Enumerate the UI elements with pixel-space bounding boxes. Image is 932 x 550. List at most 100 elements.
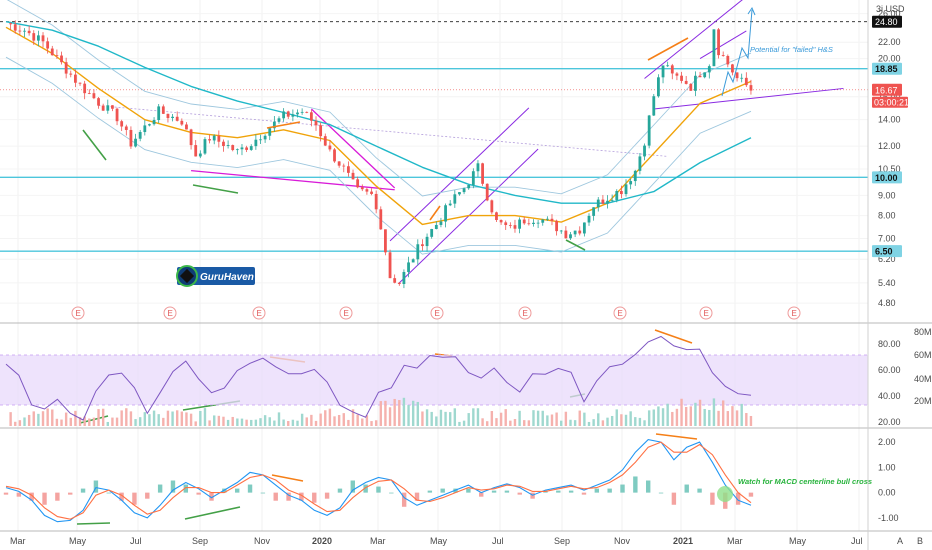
macd-hist-bar-38 xyxy=(491,490,497,493)
macd-hist-bar-45 xyxy=(581,492,587,495)
footer-label-b[interactable]: B xyxy=(917,536,923,546)
candle-88 xyxy=(411,259,415,263)
time-remaining-bg xyxy=(872,96,908,108)
candle-133 xyxy=(619,191,623,195)
macd-hist-bar-12 xyxy=(157,484,163,493)
earnings-label-8: E xyxy=(792,309,797,318)
candle-142 xyxy=(661,65,665,78)
candle-37 xyxy=(175,116,179,121)
macd-hist-bar-3 xyxy=(42,492,47,505)
volume-bar-35 xyxy=(166,410,170,426)
candle-127 xyxy=(592,207,596,216)
price-tick-8: 8.00 xyxy=(878,211,896,221)
volume-bar-115 xyxy=(536,410,540,426)
candle-39 xyxy=(185,124,188,130)
candle-22 xyxy=(106,105,110,111)
macd-hist-bar-55 xyxy=(710,492,715,505)
macd-lines xyxy=(5,439,752,523)
candle-41 xyxy=(194,145,198,157)
candle-149 xyxy=(694,75,697,91)
x-tick-11: 2021 xyxy=(673,536,693,546)
volume-bar-68 xyxy=(319,413,322,426)
candle-130 xyxy=(606,200,609,204)
macd-hist-bar-6 xyxy=(80,488,86,493)
rsi-tick-0: 80.00 xyxy=(878,339,901,349)
macd-hist-bar-2 xyxy=(29,492,34,501)
candle-59 xyxy=(277,118,281,122)
earnings-marker-0 xyxy=(71,306,85,320)
price-tag-4: 6.50 xyxy=(875,247,893,257)
candle-32 xyxy=(152,120,156,125)
volume-bar-74 xyxy=(347,419,350,426)
x-tick-1: May xyxy=(69,536,87,546)
earnings-label-0: E xyxy=(76,309,81,318)
volume-bar-9 xyxy=(46,408,49,426)
macd-tick-2: 0.00 xyxy=(878,488,896,498)
macd-hist-bar-24 xyxy=(312,492,317,503)
div-bear-1 xyxy=(266,121,301,129)
volume-bar-64 xyxy=(300,413,304,426)
candle-17 xyxy=(83,83,87,94)
footer-label-a[interactable]: A xyxy=(897,536,903,546)
price-tag-bg-4 xyxy=(872,245,902,258)
volume-bar-36 xyxy=(171,411,174,426)
time-remaining: 03:00:21 xyxy=(874,97,909,107)
candle-56 xyxy=(263,135,267,140)
volume-bar-31 xyxy=(148,414,151,426)
candle-111 xyxy=(518,219,521,229)
earnings-label-5: E xyxy=(523,309,528,318)
macd-hist-bar-32 xyxy=(414,492,420,501)
candle-36 xyxy=(171,116,174,119)
falling-trend xyxy=(310,108,396,189)
volume-bar-67 xyxy=(314,420,318,426)
volume-bar-3 xyxy=(18,420,22,426)
volume-bar-50 xyxy=(236,418,239,426)
volume-bar-146 xyxy=(680,398,683,426)
candle-105 xyxy=(490,200,494,213)
candle-20 xyxy=(97,98,100,106)
volume-bar-5 xyxy=(27,414,31,426)
volume-bar-33 xyxy=(157,414,160,426)
volume-bar-122 xyxy=(569,419,572,426)
candle-27 xyxy=(129,129,133,147)
annotation-failed-hs: Potential for "failed" H&S xyxy=(750,45,833,54)
x-tick-6: Mar xyxy=(370,536,386,546)
x-tick-9: Sep xyxy=(554,536,570,546)
rsi-tick-1: 60.00 xyxy=(878,365,901,375)
macd-hist-bar-31 xyxy=(401,492,407,507)
volume-bar-12 xyxy=(60,419,63,426)
candle-65 xyxy=(305,111,309,113)
signal-line xyxy=(5,441,752,520)
candle-29 xyxy=(138,132,142,139)
candle-9 xyxy=(46,41,50,49)
macd-div-2 xyxy=(184,506,241,520)
candle-61 xyxy=(286,111,290,117)
currency-label: 3i USD xyxy=(876,4,905,14)
candle-26 xyxy=(124,126,128,130)
earnings-marker-3 xyxy=(339,306,353,320)
candle-146 xyxy=(680,75,683,81)
candle-104 xyxy=(485,183,489,201)
macd-hist-bar-10 xyxy=(132,492,137,505)
price-tag-bg-3 xyxy=(872,171,902,184)
volume-bar-114 xyxy=(532,410,535,426)
time-axis[interactable]: Mar May Jul Sep Nov 2020 Mar May Jul Sep Nov 2021 Ma… xyxy=(10,536,863,546)
candle-145 xyxy=(675,73,679,76)
div-bull-1 xyxy=(82,129,107,161)
volume-bar-109 xyxy=(509,420,512,426)
volume-bar-53 xyxy=(250,419,253,426)
candle-76 xyxy=(356,179,360,188)
x-tick-5: 2020 xyxy=(312,536,332,546)
candle-147 xyxy=(684,80,688,84)
macd-hist-bar-57 xyxy=(735,492,741,505)
volume-bar-150 xyxy=(698,399,702,426)
price-tick-1: 22.00 xyxy=(878,37,901,47)
candle-73 xyxy=(342,165,346,167)
candle-122 xyxy=(569,234,572,239)
x-tick-12: Mar xyxy=(727,536,743,546)
candle-101 xyxy=(471,171,475,185)
price-tag-bg-2 xyxy=(872,83,902,96)
macd-hist-bar-9 xyxy=(119,492,124,501)
moving-averages xyxy=(5,21,752,226)
